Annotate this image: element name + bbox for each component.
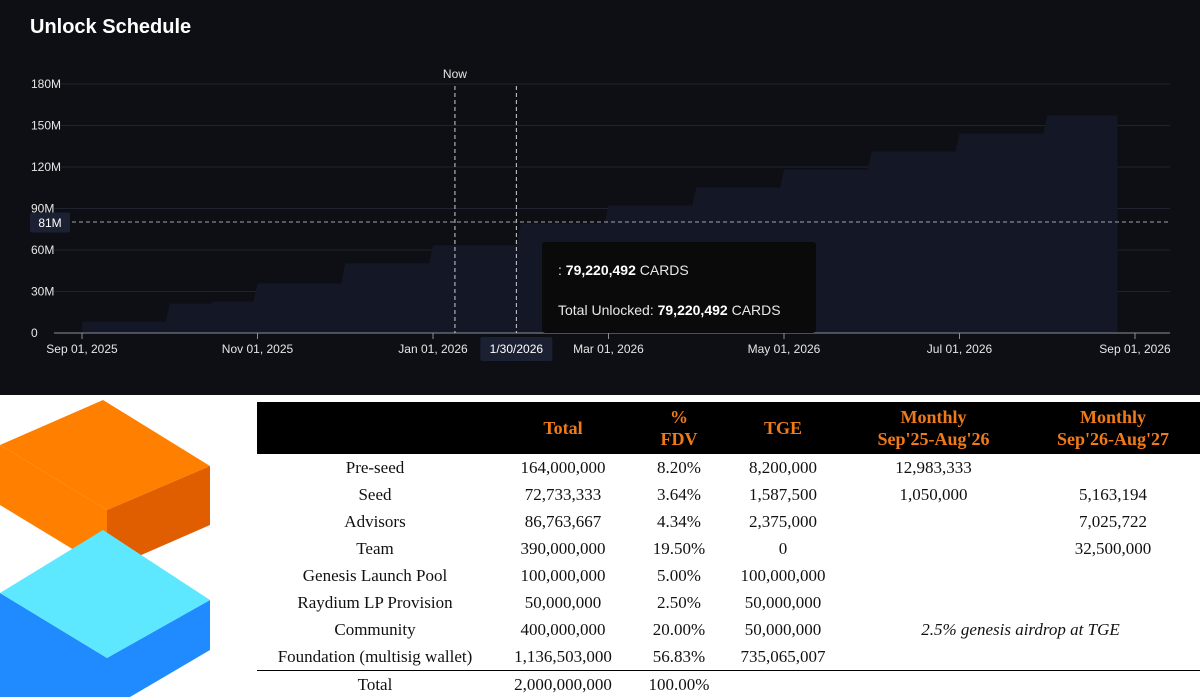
table-header-cell: TGE bbox=[725, 402, 841, 454]
y-tick-label: 150M bbox=[31, 119, 61, 133]
tooltip-line-2: Total Unlocked: 79,220,492 CARDS bbox=[558, 302, 781, 318]
table-cell: Foundation (multisig wallet) bbox=[257, 643, 493, 671]
table-row: Foundation (multisig wallet)1,136,503,00… bbox=[257, 643, 1200, 671]
table-cell: 5.00% bbox=[633, 562, 725, 589]
table-cell bbox=[841, 562, 1026, 589]
table-cell: 12,983,333 bbox=[841, 454, 1026, 481]
table-cell: 32,500,000 bbox=[1026, 535, 1200, 562]
x-tick-label: Mar 01, 2026 bbox=[573, 342, 644, 356]
table-cell: Total bbox=[257, 671, 493, 698]
table-cell: Seed bbox=[257, 481, 493, 508]
table-cell bbox=[841, 643, 1026, 671]
table-cell bbox=[841, 589, 1026, 616]
x-tick-label: Sep 01, 2026 bbox=[1099, 342, 1171, 356]
table-cell: 0 bbox=[725, 535, 841, 562]
table-cell bbox=[841, 508, 1026, 535]
table-header-cell bbox=[257, 402, 493, 454]
y-tick-label: 60M bbox=[31, 243, 54, 257]
x-tick-label: Jul 01, 2026 bbox=[927, 342, 993, 356]
table-cell: 4.34% bbox=[633, 508, 725, 535]
table-cell: 86,763,667 bbox=[493, 508, 633, 535]
table-cell: Team bbox=[257, 535, 493, 562]
table-cell: 50,000,000 bbox=[493, 589, 633, 616]
y-tick-label: 120M bbox=[31, 160, 61, 174]
table-cell: 100,000,000 bbox=[493, 562, 633, 589]
table-cell: 7,025,722 bbox=[1026, 508, 1200, 535]
tooltip-value-1: 79,220,492 bbox=[566, 262, 636, 278]
tooltip-line-1: : 79,220,492 CARDS bbox=[558, 262, 689, 278]
table-note-cell: 2.5% genesis airdrop at TGE bbox=[841, 616, 1200, 643]
chart-tooltip: : 79,220,492 CARDS Total Unlocked: 79,22… bbox=[542, 242, 816, 333]
table-cell: 19.50% bbox=[633, 535, 725, 562]
table-cell: Pre-seed bbox=[257, 454, 493, 481]
x-tick-label: Jan 01, 2026 bbox=[398, 342, 468, 356]
table-cell: Raydium LP Provision bbox=[257, 589, 493, 616]
table-cell: 735,065,007 bbox=[725, 643, 841, 671]
table-cell: 2.50% bbox=[633, 589, 725, 616]
y-tick-label: 180M bbox=[31, 77, 61, 91]
x-tick-label: Sep 01, 2025 bbox=[46, 342, 118, 356]
table-cell bbox=[841, 671, 1026, 698]
table-cell: 20.00% bbox=[633, 616, 725, 643]
table-cell bbox=[841, 535, 1026, 562]
table-cell: 1,587,500 bbox=[725, 481, 841, 508]
table-cell: 72,733,333 bbox=[493, 481, 633, 508]
table-cell: 3.64% bbox=[633, 481, 725, 508]
table-cell bbox=[1026, 671, 1200, 698]
y-tick-label: 30M bbox=[31, 285, 54, 299]
table-cell bbox=[1026, 589, 1200, 616]
x-tick-label: Nov 01, 2025 bbox=[222, 342, 294, 356]
table-cell: 390,000,000 bbox=[493, 535, 633, 562]
table-header-cell: Total bbox=[493, 402, 633, 454]
table-cell: 50,000,000 bbox=[725, 616, 841, 643]
hover-date-label: 1/30/2026 bbox=[490, 342, 544, 356]
table-cell: 8.20% bbox=[633, 454, 725, 481]
table-cell: 164,000,000 bbox=[493, 454, 633, 481]
table-cell: 400,000,000 bbox=[493, 616, 633, 643]
table-cell: Advisors bbox=[257, 508, 493, 535]
table-cell bbox=[1026, 454, 1200, 481]
table-cell bbox=[1026, 562, 1200, 589]
table-cell bbox=[725, 671, 841, 698]
table-header-cell: %FDV bbox=[633, 402, 725, 454]
now-label: Now bbox=[443, 67, 467, 81]
tooltip-value-2: 79,220,492 bbox=[658, 302, 728, 318]
table-cell: 1,050,000 bbox=[841, 481, 1026, 508]
table-cell: 1,136,503,000 bbox=[493, 643, 633, 671]
table-cell: 50,000,000 bbox=[725, 589, 841, 616]
table-cell: 2,000,000,000 bbox=[493, 671, 633, 698]
y-tick-label: 0 bbox=[31, 326, 38, 340]
table-cell: 5,163,194 bbox=[1026, 481, 1200, 508]
hover-value-label: 81M bbox=[38, 216, 61, 230]
table-cell: 8,200,000 bbox=[725, 454, 841, 481]
brand-logo bbox=[0, 400, 215, 697]
table-cell: 2,375,000 bbox=[725, 508, 841, 535]
table-cell bbox=[1026, 643, 1200, 671]
table-cell: 56.83% bbox=[633, 643, 725, 671]
table-cell: 100.00% bbox=[633, 671, 725, 698]
table-cell: Genesis Launch Pool bbox=[257, 562, 493, 589]
table-cell: 100,000,000 bbox=[725, 562, 841, 589]
table-cell: Community bbox=[257, 616, 493, 643]
x-tick-label: May 01, 2026 bbox=[748, 342, 821, 356]
